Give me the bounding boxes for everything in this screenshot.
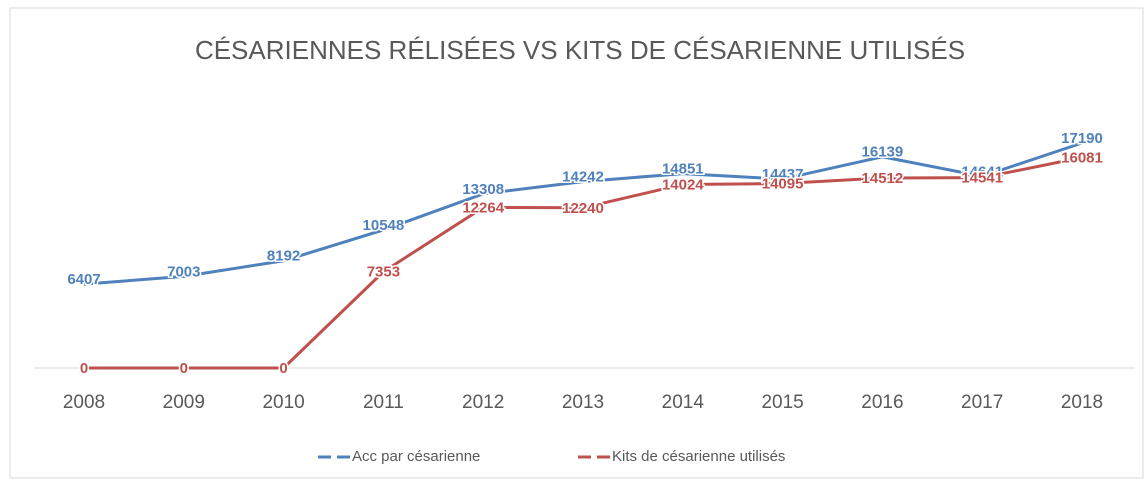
x-tick-label: 2017 [961, 392, 1003, 413]
data-label: 14851 [662, 161, 704, 178]
x-tick-label: 2009 [163, 392, 205, 413]
x-tick-label: 2015 [761, 392, 803, 413]
data-label: 6407 [67, 271, 100, 288]
x-tick-label: 2013 [562, 392, 604, 413]
x-tick-label: 2012 [462, 392, 504, 413]
data-label: 14641 [961, 163, 1003, 180]
series-line [83, 141, 1083, 286]
data-label: 16081 [1061, 149, 1103, 166]
x-tick-label: 2014 [662, 392, 705, 413]
x-tick-label: 2011 [363, 392, 404, 413]
data-label: 14095 [762, 175, 804, 192]
data-label: 0 [279, 360, 287, 377]
data-label: 12264 [462, 199, 504, 216]
data-label: 14242 [562, 169, 604, 186]
legend-label: Acc par césarienne [352, 448, 480, 465]
x-tick-label: 2008 [63, 392, 105, 413]
data-label: 0 [80, 360, 88, 377]
data-label: 7353 [367, 264, 400, 281]
data-label: 14512 [862, 170, 904, 187]
x-tick-label: 2016 [861, 392, 903, 413]
data-label: 10548 [363, 217, 405, 234]
data-label: 12240 [562, 200, 604, 217]
chart-border [9, 7, 1144, 479]
data-label: 8192 [267, 248, 300, 265]
x-tick-label: 2018 [1061, 392, 1103, 413]
data-label: 14541 [961, 170, 1003, 187]
data-label: 0 [180, 360, 188, 377]
data-label: 13308 [462, 181, 504, 198]
data-label: 17190 [1061, 130, 1103, 147]
series-line [84, 156, 1083, 370]
data-label: 7003 [167, 263, 200, 280]
x-tick-label: 2010 [262, 392, 304, 413]
legend-label: Kits de césarienne utilisés [612, 448, 785, 465]
chart-title: CÉSARIENNES RÉLISÉES VS KITS DE CÉSARIEN… [195, 35, 965, 65]
data-label: 16139 [862, 144, 904, 161]
data-label: 14024 [662, 176, 704, 193]
data-label: 14437 [762, 166, 804, 183]
